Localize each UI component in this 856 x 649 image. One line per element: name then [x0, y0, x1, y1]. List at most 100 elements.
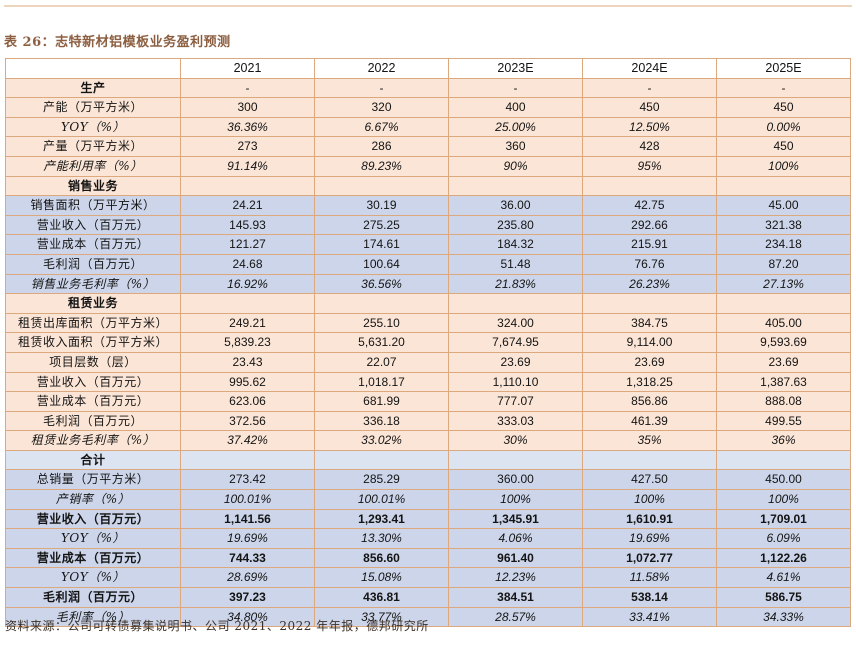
cell-value: 19.69%: [582, 528, 717, 549]
cell-value: 16.92%: [180, 273, 315, 295]
row-label: 毛利润（百万元）: [5, 253, 181, 275]
year-column-header: 2024E: [582, 58, 717, 79]
cell-value: 333.03: [448, 410, 583, 432]
cell-value: 0.00%: [716, 116, 851, 138]
cell-value: 36.00: [448, 195, 583, 216]
cell-value: [448, 175, 583, 197]
row-label: 租赁收入面积（万平方米）: [5, 332, 181, 353]
row-label: 产量（万平方米）: [5, 136, 181, 157]
cell-value: 34.33%: [716, 606, 851, 628]
cell-value: 400: [448, 97, 583, 118]
source-note: 资料来源：公司可转债募集说明书、公司 2021、2022 年年报，德邦研究所: [5, 619, 429, 633]
cell-value: 384.75: [582, 312, 717, 334]
cell-value: 1,345.91: [448, 508, 583, 530]
row-label: 销售面积（万平方米）: [5, 195, 181, 216]
data-row: 销售业务毛利率（%） 16.92% 36.56% 21.83% 26.23% 27.13%: [5, 273, 851, 295]
row-label: 生产: [5, 77, 181, 99]
cell-value: 36.56%: [314, 273, 449, 295]
cell-value: 436.81: [314, 587, 449, 608]
cell-value: 33.02%: [314, 430, 449, 451]
row-label: 毛利润（百万元）: [5, 410, 181, 432]
cell-value: 777.07: [448, 391, 583, 412]
cell-value: 89.23%: [314, 155, 449, 177]
cell-value: 1,387.63: [716, 371, 851, 393]
cell-value: 90%: [448, 155, 583, 177]
data-row: 营业收入（百万元） 145.93 275.25 235.80 292.66 321.38: [5, 214, 851, 236]
cell-value: 24.68: [180, 253, 315, 275]
cell-value: 1,018.17: [314, 371, 449, 393]
cell-value: 100%: [582, 489, 717, 510]
cell-value: [716, 175, 851, 197]
table-title: 表 26：志特新材铝模板业务盈利预测: [4, 35, 231, 50]
cell-value: 12.23%: [448, 567, 583, 589]
table-header: 2021 2022 2023E 2024E 2025E: [5, 58, 851, 79]
section-row: 租赁业务: [5, 293, 851, 314]
cell-value: -: [448, 77, 583, 99]
cell-value: 100%: [448, 489, 583, 510]
cell-value: 397.23: [180, 587, 315, 608]
cell-value: 285.29: [314, 469, 449, 491]
cell-value: 28.69%: [180, 567, 315, 589]
cell-value: [180, 293, 315, 314]
cell-value: [180, 175, 315, 197]
data-row: 产能（万平方米） 300 320 400 450 450: [5, 97, 851, 118]
cell-value: 7,674.95: [448, 332, 583, 353]
cell-value: 100.64: [314, 253, 449, 275]
row-label: 租赁业务毛利率（%）: [5, 430, 181, 451]
cell-value: 6.67%: [314, 116, 449, 138]
cell-value: [582, 175, 717, 197]
cell-value: 1,610.91: [582, 508, 717, 530]
cell-value: 22.07: [314, 351, 449, 373]
cell-value: 427.50: [582, 469, 717, 491]
cell-value: 42.75: [582, 195, 717, 216]
cell-value: 174.61: [314, 234, 449, 255]
data-row: 产销率（%） 100.01% 100.01% 100% 100% 100%: [5, 489, 851, 510]
cell-value: 273: [180, 136, 315, 157]
cell-value: 23.69: [448, 351, 583, 373]
cell-value: 100%: [716, 155, 851, 177]
data-row: 营业成本（百万元） 744.33 856.60 961.40 1,072.77 1,122…: [5, 547, 851, 569]
cell-value: 321.38: [716, 214, 851, 236]
cell-value: 121.27: [180, 234, 315, 255]
row-label: 产能（万平方米）: [5, 97, 181, 118]
cell-value: 249.21: [180, 312, 315, 334]
cell-value: 1,141.56: [180, 508, 315, 530]
row-label: 销售业务毛利率（%）: [5, 273, 181, 295]
year-column-header: 2021: [180, 58, 315, 79]
cell-value: 23.69: [582, 351, 717, 373]
cell-value: 23.43: [180, 351, 315, 373]
cell-value: 300: [180, 97, 315, 118]
data-row: 总销量（万平方米） 273.42 285.29 360.00 427.50 450.00: [5, 469, 851, 491]
cell-value: 15.08%: [314, 567, 449, 589]
row-label: 合计: [5, 449, 181, 471]
row-label: 营业收入（百万元）: [5, 508, 181, 530]
data-row: 营业收入（百万元） 1,141.56 1,293.41 1,345.91 1,610.9…: [5, 508, 851, 530]
row-label: 项目层数（层）: [5, 351, 181, 373]
cell-value: 995.62: [180, 371, 315, 393]
cell-value: 450: [582, 97, 717, 118]
cell-value: 586.75: [716, 587, 851, 608]
cell-value: 28.57%: [448, 606, 583, 628]
cell-value: -: [180, 77, 315, 99]
data-row: 产量（万平方米） 273 286 360 428 450: [5, 136, 851, 157]
cell-value: 33.41%: [582, 606, 717, 628]
cell-value: 21.83%: [448, 273, 583, 295]
profit-forecast-table: 2021 2022 2023E 2024E 2025E 生产 - - - - - 产能（万平方米） 3…: [5, 58, 851, 628]
cell-value: 1,072.77: [582, 547, 717, 569]
header-row: 2021 2022 2023E 2024E 2025E: [5, 58, 851, 79]
cell-value: 428: [582, 136, 717, 157]
cell-value: 1,122.26: [716, 547, 851, 569]
cell-value: 36.36%: [180, 116, 315, 138]
cell-value: 360: [448, 136, 583, 157]
cell-value: 25.00%: [448, 116, 583, 138]
year-column-header: 2025E: [716, 58, 851, 79]
cell-value: 1,293.41: [314, 508, 449, 530]
data-row: 营业成本（百万元） 623.06 681.99 777.07 856.86 888.08: [5, 391, 851, 412]
cell-value: 51.48: [448, 253, 583, 275]
cell-value: 450: [716, 97, 851, 118]
year-column-header: 2022: [314, 58, 449, 79]
row-label: 营业成本（百万元）: [5, 547, 181, 569]
cell-value: 275.25: [314, 214, 449, 236]
cell-value: [716, 293, 851, 314]
cell-value: [314, 449, 449, 471]
